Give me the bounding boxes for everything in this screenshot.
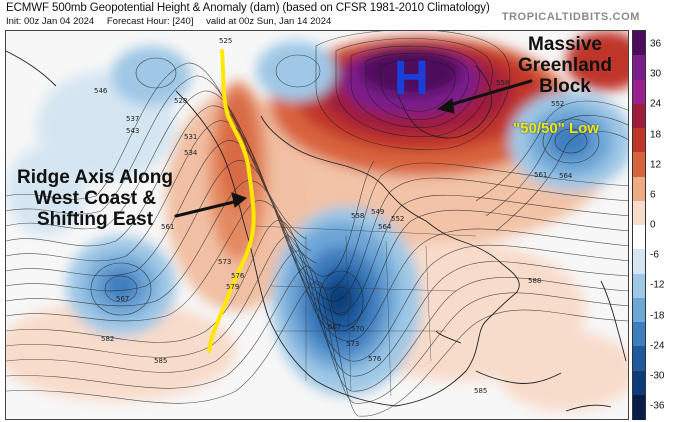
contour-label: 558 <box>496 79 509 87</box>
anomaly-map: 525 528 537 543 531 534 546 558 552 561 564 567 573 5… <box>5 30 629 420</box>
contour-label: 582 <box>101 335 114 343</box>
contour-label: 552 <box>391 215 404 223</box>
contour-label: 570 <box>351 325 364 333</box>
contour-label: 576 <box>368 355 382 363</box>
block-arrow-head-icon <box>436 98 455 114</box>
contour-label: 528 <box>174 97 187 105</box>
contour-label: 558 <box>351 212 364 220</box>
contour-label: 573 <box>218 258 231 266</box>
annotation-arrows <box>174 79 533 218</box>
colorbar-label: -30 <box>650 370 665 382</box>
map-title: ECMWF 500mb Geopotential Height & Anomal… <box>6 2 490 14</box>
brand-watermark: TROPICALTIDBITS.COM <box>501 11 640 23</box>
height-contours <box>6 31 628 417</box>
colorbar-swatch <box>633 103 645 129</box>
anomaly-colorbar: 36 30 24 18 12 6 0 -6 -12 -18 -24 -30 -36 <box>632 30 678 420</box>
colorbar-swatch <box>633 176 645 202</box>
contour-label: 576 <box>231 272 245 280</box>
colorbar-label: -24 <box>650 340 665 352</box>
contour-label: 573 <box>346 340 359 348</box>
colorbar-label: 12 <box>650 159 662 171</box>
colorbar-swatch <box>633 31 645 56</box>
colorbar-label: 18 <box>650 129 662 140</box>
contour-label: 585 <box>474 387 487 395</box>
colorbar-swatch <box>633 55 645 80</box>
colorbar-label: 30 <box>650 68 662 80</box>
colorbar-label: -36 <box>650 400 665 412</box>
colorbar-swatch <box>633 152 645 177</box>
colorbar-label: -18 <box>650 310 665 321</box>
fifty-fifty-low-annotation: "50/50" Low <box>513 120 599 137</box>
contour-label: 564 <box>378 223 392 231</box>
header: ECMWF 500mb Geopotential Height & Anomal… <box>0 0 680 30</box>
colorbar-swatch <box>633 249 645 274</box>
contour-label: 537 <box>126 115 139 123</box>
ridge-annotation: Ridge Axis Along West Coast & Shifting E… <box>17 167 173 230</box>
colorbar-label: -12 <box>650 279 665 291</box>
block-arrow <box>444 79 533 108</box>
anomaly-fields <box>6 31 628 411</box>
init-time: Init: 00z Jan 04 2024 <box>6 16 95 27</box>
colorbar-swatch <box>633 297 645 323</box>
contour-label: 585 <box>154 357 167 365</box>
contour-label: 567 <box>116 295 129 303</box>
contour-label: 567 <box>328 323 341 331</box>
ridge-axis-line <box>207 49 256 353</box>
forecast-hour: Forecast Hour: [240] <box>106 16 194 27</box>
contour-label: 546 <box>94 87 108 95</box>
colorbar-swatch <box>633 225 645 250</box>
colorbar-swatch <box>633 200 645 226</box>
map-subtitle: Init: 00z Jan 04 2024 Forecast Hour: [24… <box>6 16 341 27</box>
contour-label: 531 <box>184 133 197 141</box>
contour-label: 561 <box>161 223 174 231</box>
greenland-block-annotation: Massive Greenland Block <box>518 34 612 97</box>
ridge-arrow <box>174 199 240 218</box>
colorbar-label: 6 <box>650 189 656 201</box>
contour-label: 564 <box>559 172 573 180</box>
colorbar-swatch <box>633 370 645 396</box>
political-borders <box>255 225 477 397</box>
contour-label: 543 <box>126 127 139 135</box>
colorbar-swatch <box>633 346 645 371</box>
colorbar-swatch <box>633 273 645 299</box>
colorbar-label: 0 <box>650 219 656 231</box>
contour-label: 534 <box>184 149 198 157</box>
colorbar-swatch <box>633 394 645 420</box>
colorbar-swatches <box>632 30 646 420</box>
contour-label: 552 <box>551 100 564 108</box>
colorbar-label: 36 <box>650 38 662 50</box>
colorbar-label: -6 <box>650 249 659 261</box>
colorbar-swatch <box>633 322 645 347</box>
contour-label: 549 <box>371 208 384 216</box>
colorbar-label: 24 <box>650 98 662 110</box>
colorbar-swatch <box>633 79 645 105</box>
contour-label: 525 <box>219 37 232 45</box>
valid-time: valid at 00z Sun, Jan 14 2024 <box>206 16 332 27</box>
contour-label: 561 <box>534 171 547 179</box>
colorbar-swatch <box>633 128 645 153</box>
high-pressure-symbol: H <box>394 52 429 105</box>
contour-label: 588 <box>528 277 541 285</box>
ridge-arrow-head-icon <box>231 192 248 208</box>
contour-label: 579 <box>226 283 239 291</box>
